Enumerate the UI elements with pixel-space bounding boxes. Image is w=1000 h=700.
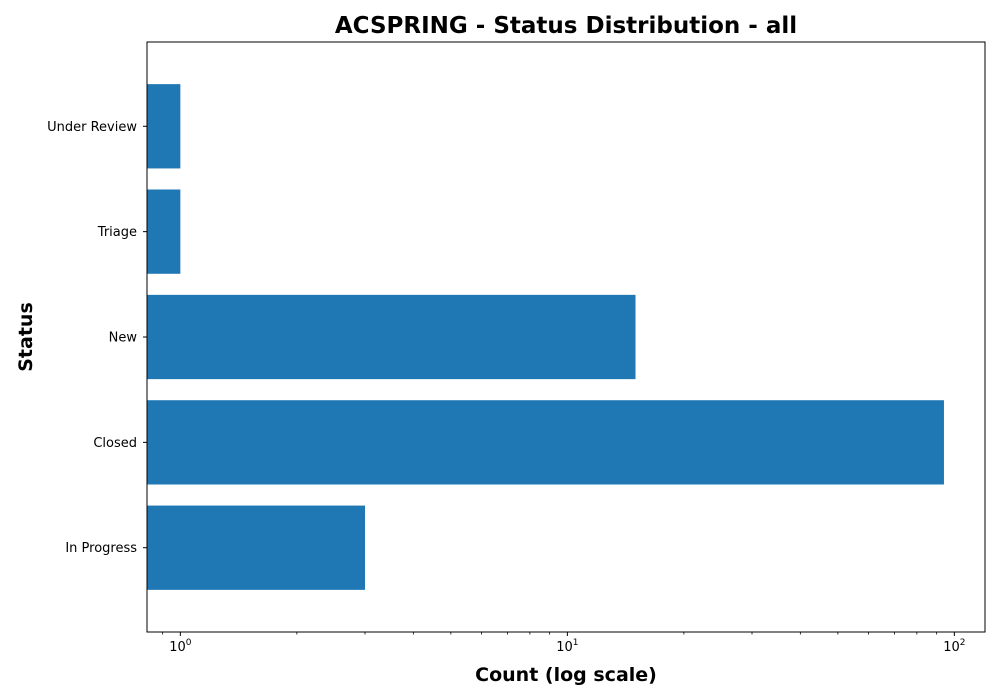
y-axis-ticks: In Progress Closed New Triage Under Review (47, 120, 147, 556)
bar-in-progress (147, 505, 366, 590)
bar-new (147, 294, 636, 380)
chart-title: ACSPRING - Status Distribution - all (335, 13, 797, 39)
bars (147, 84, 944, 590)
y-tick-label: Under Review (47, 120, 137, 135)
bar-triage (147, 189, 181, 274)
x-axis-ticks: 100 101 102 (162, 632, 965, 655)
y-tick-label: Triage (97, 225, 137, 240)
x-tick-label: 100 (169, 638, 192, 655)
bar-closed (147, 400, 944, 485)
x-tick-label: 102 (943, 638, 965, 655)
x-tick-label: 101 (556, 638, 578, 655)
y-tick-label: New (109, 331, 138, 346)
y-tick-label: In Progress (65, 541, 137, 556)
bar-under-review (147, 84, 181, 169)
y-tick-label: Closed (93, 436, 137, 451)
y-axis-label: Status (15, 302, 37, 372)
x-axis-label: Count (log scale) (475, 664, 657, 686)
